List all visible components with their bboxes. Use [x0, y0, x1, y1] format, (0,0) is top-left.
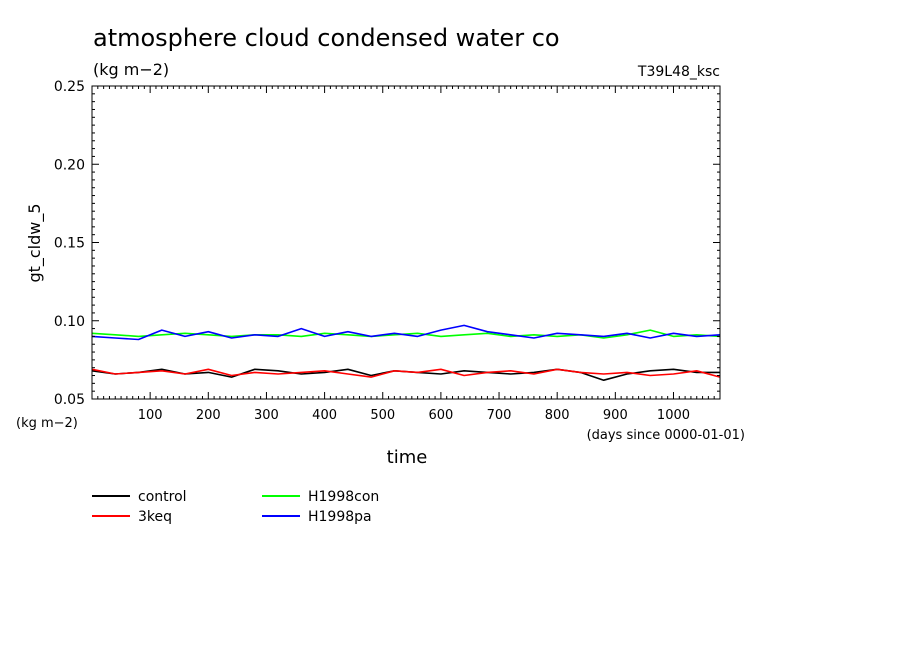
x-tick-label: 300 [254, 408, 279, 423]
y-unit-label: (kg m−2) [16, 416, 78, 431]
run-label: T39L48_ksc [637, 64, 720, 80]
x-tick-label: 600 [428, 408, 453, 423]
y-tick-label: 0.05 [54, 392, 85, 408]
x-tick-label: 900 [603, 408, 628, 423]
legend-label: control [138, 489, 187, 505]
x-unit-label: (days since 0000-01-01) [587, 428, 745, 443]
series-line-1 [91, 368, 721, 378]
x-tick-label: 400 [312, 408, 337, 423]
legend-label: H1998con [308, 489, 379, 505]
x-tick-label: 500 [370, 408, 395, 423]
legend-label: H1998pa [308, 509, 372, 525]
x-tick-label: 1000 [657, 408, 690, 423]
x-tick-label: 800 [545, 408, 570, 423]
plot-frame [91, 85, 721, 400]
y-tick-label: 0.15 [54, 236, 85, 252]
x-tick-label: 700 [487, 408, 512, 423]
y-axis-label: gt_cldw_5 [25, 203, 45, 282]
chart-subtitle: (kg m−2) [93, 60, 169, 79]
y-tick-label: 0.20 [54, 157, 85, 173]
x-tick-label: 100 [138, 408, 163, 423]
x-tick-label: 200 [196, 408, 221, 423]
y-tick-label: 0.25 [54, 79, 85, 95]
chart-title: atmosphere cloud condensed water co [93, 24, 560, 52]
y-tick-label: 0.10 [54, 314, 85, 330]
legend-label: 3keq [138, 509, 172, 525]
series-line-3 [91, 324, 721, 341]
x-axis-label: time [387, 447, 428, 468]
